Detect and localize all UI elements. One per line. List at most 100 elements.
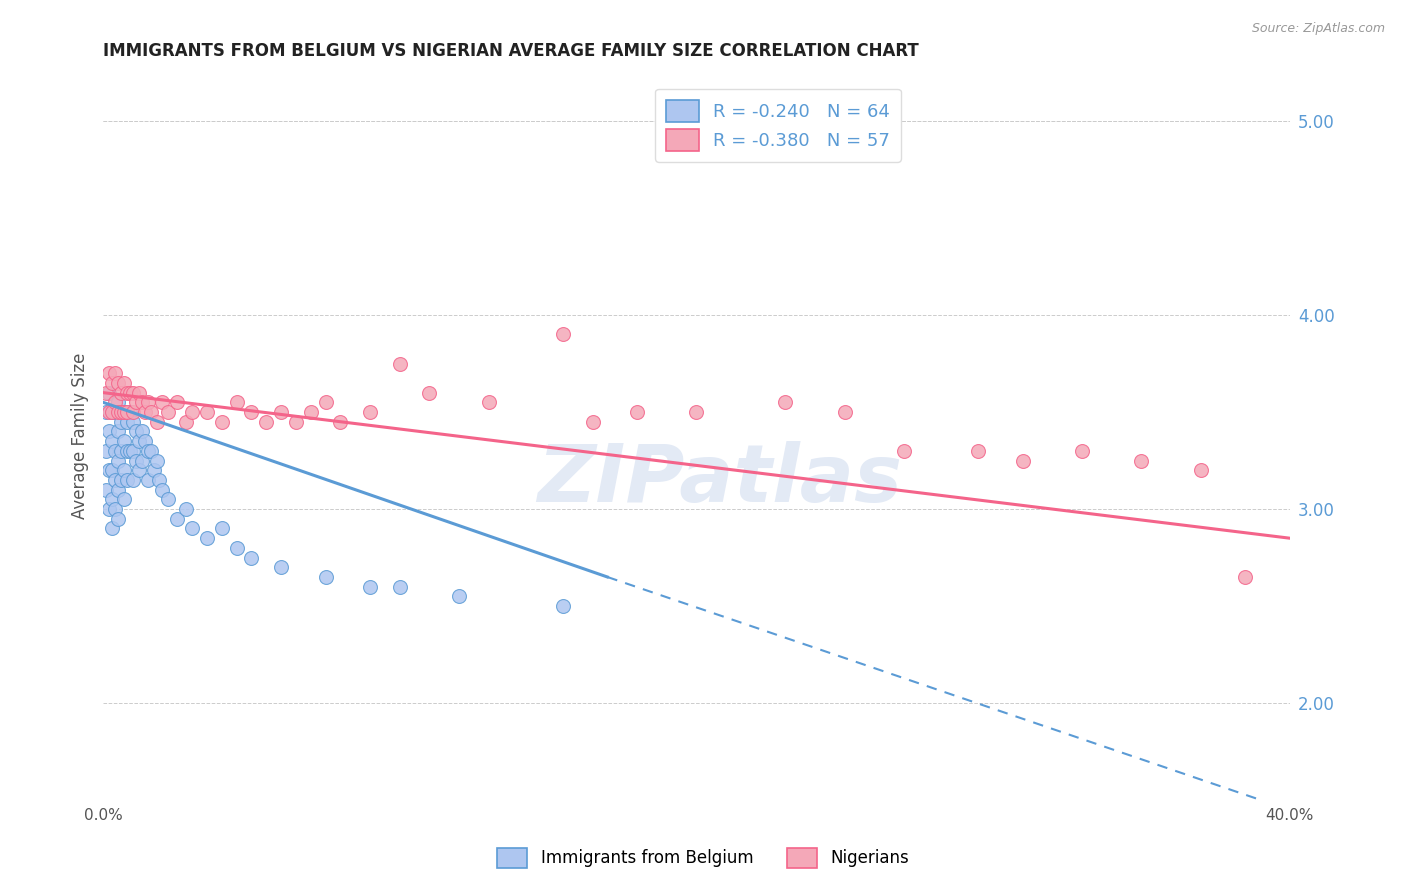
Point bbox=[121, 473, 143, 487]
Point bbox=[211, 521, 233, 535]
Point bbox=[101, 405, 124, 419]
Point bbox=[121, 405, 143, 419]
Point bbox=[94, 483, 117, 497]
Point bbox=[581, 415, 603, 429]
Point bbox=[110, 415, 132, 429]
Point bbox=[107, 405, 129, 419]
Point bbox=[131, 395, 153, 409]
Point bbox=[148, 473, 170, 487]
Point bbox=[225, 395, 247, 409]
Point bbox=[110, 473, 132, 487]
Point bbox=[128, 463, 150, 477]
Point bbox=[254, 415, 277, 429]
Point bbox=[112, 492, 135, 507]
Point bbox=[104, 502, 127, 516]
Point bbox=[195, 531, 218, 545]
Point bbox=[447, 590, 470, 604]
Point bbox=[115, 443, 138, 458]
Point bbox=[136, 443, 159, 458]
Point bbox=[359, 580, 381, 594]
Point bbox=[152, 483, 174, 497]
Point bbox=[626, 405, 648, 419]
Point bbox=[166, 395, 188, 409]
Point bbox=[98, 502, 121, 516]
Point bbox=[131, 425, 153, 439]
Point bbox=[98, 385, 121, 400]
Point bbox=[118, 443, 141, 458]
Point bbox=[112, 376, 135, 390]
Point bbox=[270, 560, 292, 574]
Point bbox=[134, 405, 156, 419]
Point bbox=[685, 405, 707, 419]
Point bbox=[121, 415, 143, 429]
Point bbox=[107, 376, 129, 390]
Point bbox=[115, 473, 138, 487]
Point bbox=[128, 434, 150, 449]
Point bbox=[98, 405, 121, 419]
Point bbox=[101, 376, 124, 390]
Point bbox=[1130, 453, 1153, 467]
Point bbox=[112, 434, 135, 449]
Point bbox=[115, 405, 138, 419]
Point bbox=[94, 385, 117, 400]
Point bbox=[101, 405, 124, 419]
Point bbox=[1071, 443, 1094, 458]
Point bbox=[136, 473, 159, 487]
Point bbox=[775, 395, 797, 409]
Point bbox=[893, 443, 915, 458]
Point bbox=[967, 443, 990, 458]
Point bbox=[329, 415, 352, 429]
Point bbox=[166, 512, 188, 526]
Point bbox=[107, 395, 129, 409]
Text: IMMIGRANTS FROM BELGIUM VS NIGERIAN AVERAGE FAMILY SIZE CORRELATION CHART: IMMIGRANTS FROM BELGIUM VS NIGERIAN AVER… bbox=[103, 42, 920, 60]
Point bbox=[125, 395, 148, 409]
Point bbox=[181, 521, 204, 535]
Point bbox=[104, 443, 127, 458]
Point bbox=[134, 434, 156, 449]
Point bbox=[98, 425, 121, 439]
Point bbox=[1189, 463, 1212, 477]
Point bbox=[270, 405, 292, 419]
Point bbox=[181, 405, 204, 419]
Point bbox=[142, 463, 165, 477]
Point bbox=[101, 492, 124, 507]
Point bbox=[101, 434, 124, 449]
Point bbox=[107, 483, 129, 497]
Point bbox=[101, 521, 124, 535]
Point bbox=[315, 395, 337, 409]
Point bbox=[145, 415, 167, 429]
Point bbox=[157, 492, 180, 507]
Point bbox=[240, 405, 263, 419]
Point bbox=[101, 463, 124, 477]
Point bbox=[388, 357, 411, 371]
Point bbox=[551, 599, 574, 613]
Point bbox=[112, 463, 135, 477]
Point bbox=[107, 425, 129, 439]
Point bbox=[104, 395, 127, 409]
Point bbox=[388, 580, 411, 594]
Point bbox=[115, 415, 138, 429]
Point bbox=[157, 405, 180, 419]
Point bbox=[104, 405, 127, 419]
Point bbox=[551, 327, 574, 342]
Point bbox=[174, 415, 197, 429]
Point bbox=[118, 385, 141, 400]
Point bbox=[315, 570, 337, 584]
Point bbox=[834, 405, 856, 419]
Point bbox=[152, 395, 174, 409]
Point bbox=[118, 405, 141, 419]
Point bbox=[1234, 570, 1257, 584]
Point bbox=[115, 385, 138, 400]
Point bbox=[110, 385, 132, 400]
Text: ZIPatlas: ZIPatlas bbox=[537, 441, 903, 519]
Point bbox=[112, 405, 135, 419]
Point bbox=[225, 541, 247, 555]
Point bbox=[110, 405, 132, 419]
Point bbox=[98, 463, 121, 477]
Point bbox=[136, 395, 159, 409]
Point bbox=[284, 415, 307, 429]
Point bbox=[121, 443, 143, 458]
Point bbox=[1011, 453, 1033, 467]
Point bbox=[174, 502, 197, 516]
Point bbox=[104, 473, 127, 487]
